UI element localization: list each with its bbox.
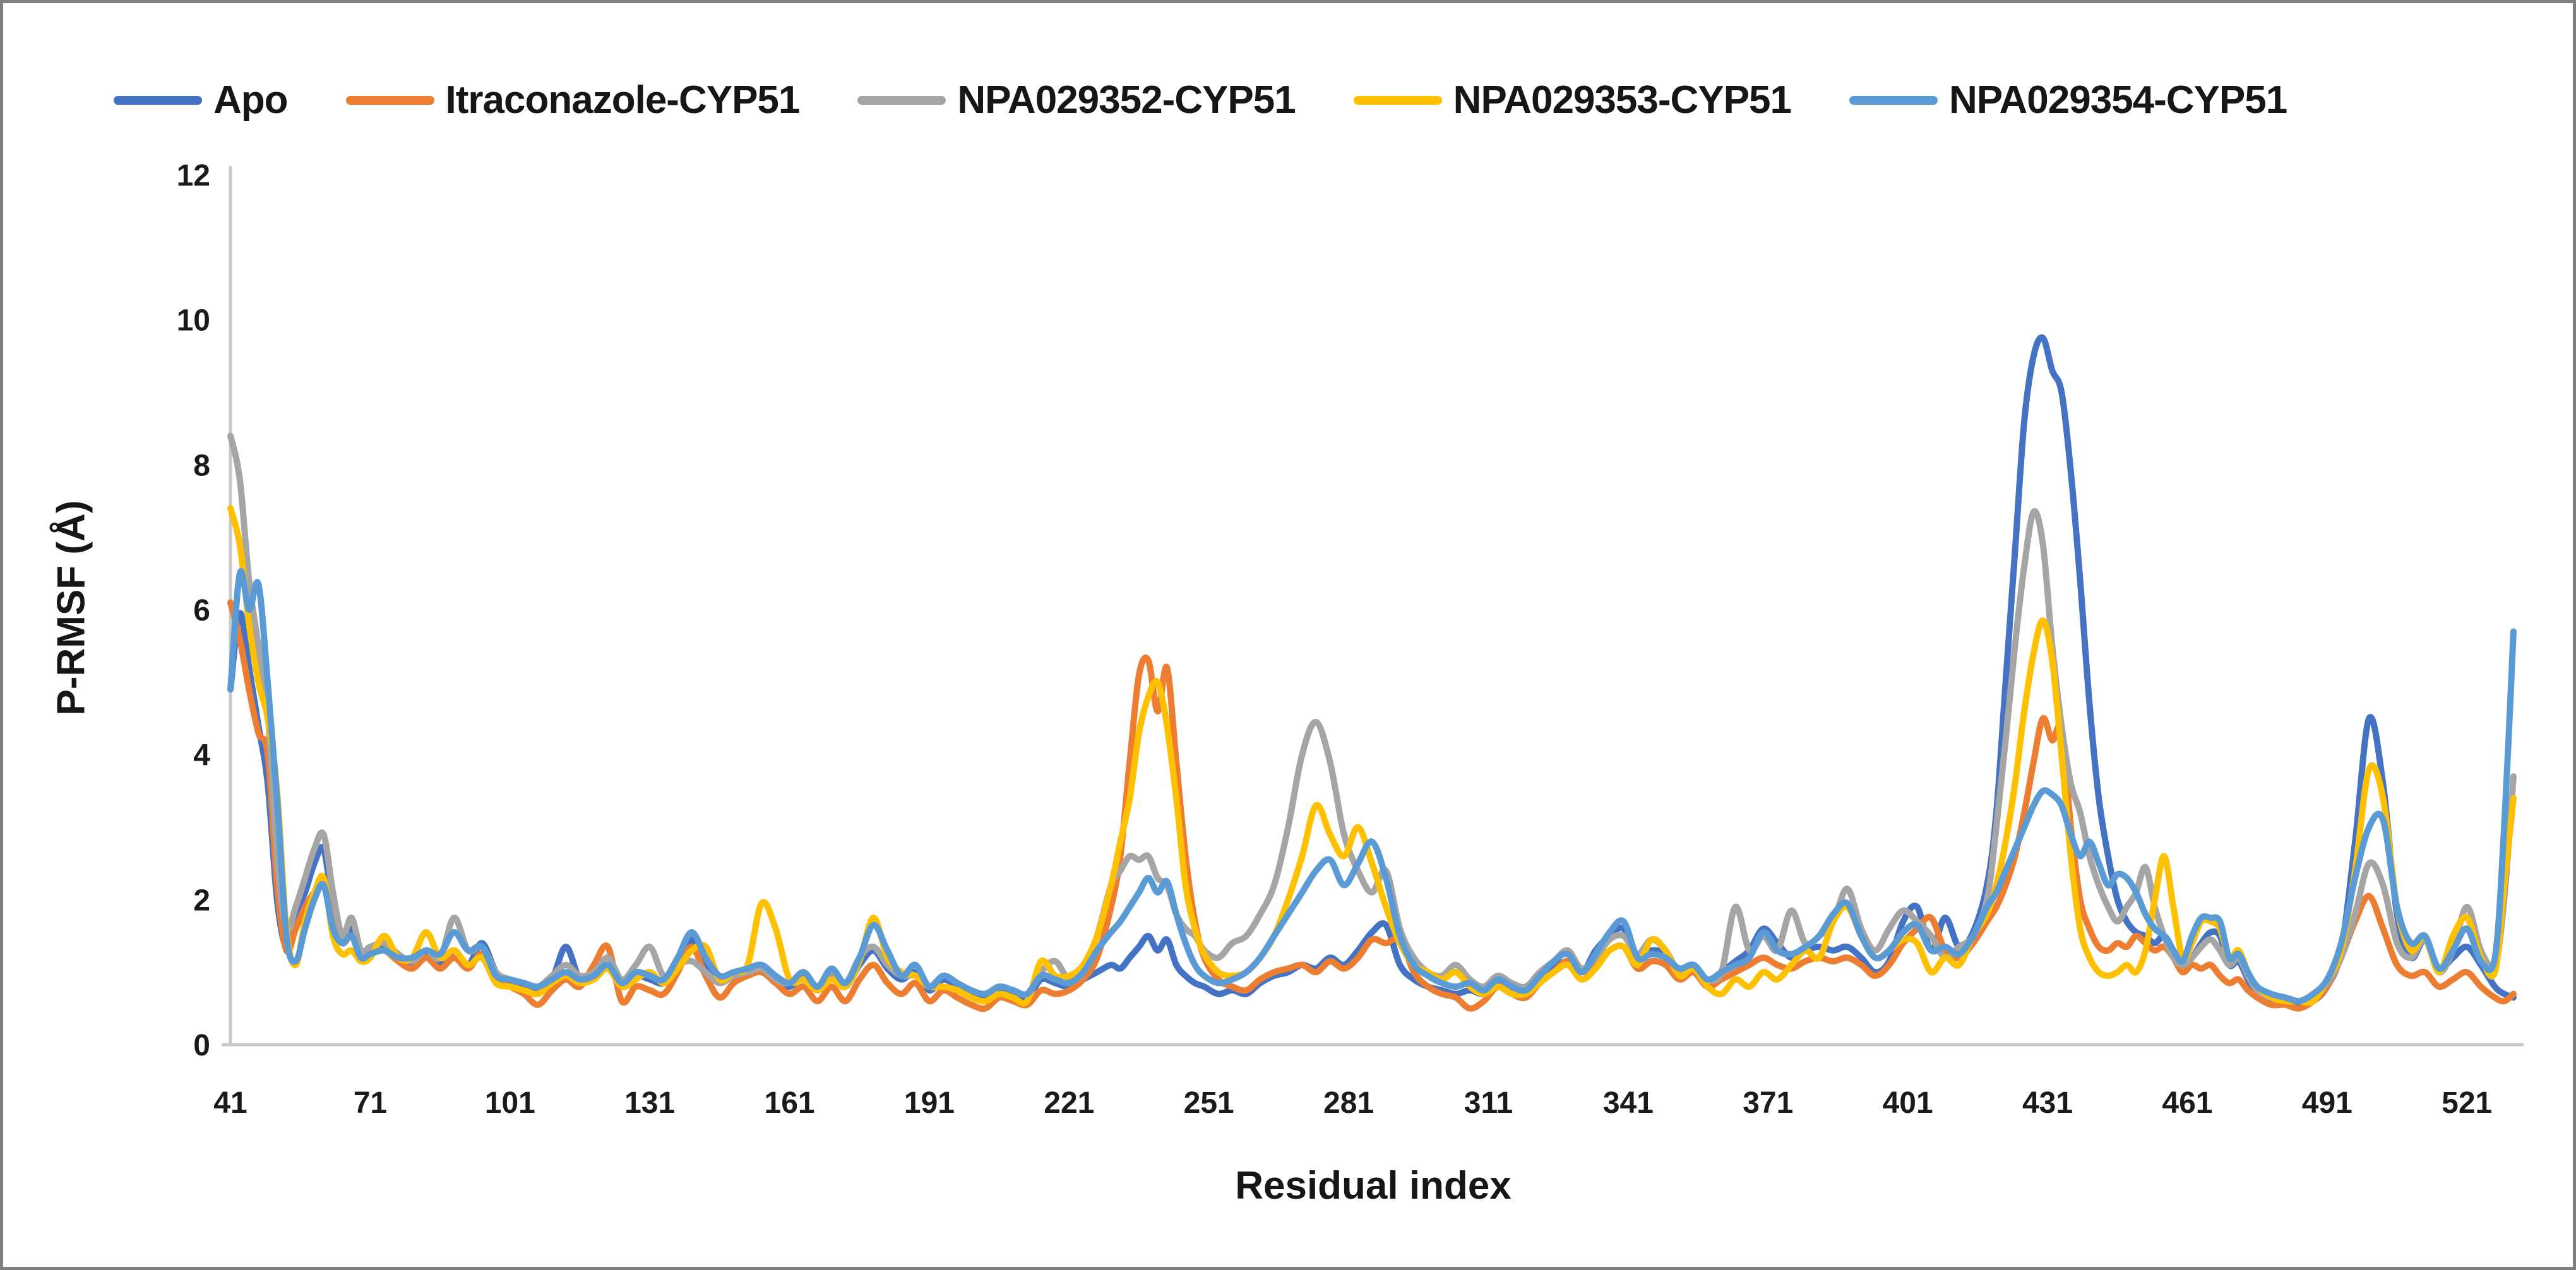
x-axis-tick-label: 521 (2442, 1086, 2492, 1120)
legend-label: Apo (213, 78, 289, 122)
x-axis-tick-label: 41 (213, 1086, 247, 1120)
x-axis-tick-label: 371 (1743, 1086, 1793, 1120)
x-axis-tick-label: 401 (1883, 1086, 1933, 1120)
y-axis-tick-label: 6 (193, 594, 210, 627)
x-axis-title: Residual index (1235, 1164, 1512, 1208)
x-axis-tick-label: 101 (485, 1086, 535, 1120)
legend-label: NPA029354-CYP51 (1948, 78, 2287, 122)
series-line-itraconazole-cyp51 (227, 599, 2517, 1012)
x-axis-tick-label: 221 (1044, 1086, 1094, 1120)
y-axis-tick-label: 10 (177, 304, 210, 338)
y-axis-tick-label: 12 (177, 159, 210, 193)
y-axis-tick-label: 2 (193, 884, 210, 917)
x-axis-tick-label: 491 (2302, 1086, 2352, 1120)
legend-item-itraconazole-cyp51: Itraconazole-CYP51 (345, 78, 801, 122)
x-axis-tick-label: 431 (2022, 1086, 2073, 1120)
legend-item-npa029354-cyp51: NPA029354-CYP51 (1849, 78, 2287, 122)
series-line-npa029354-cyp51 (227, 568, 2517, 1005)
y-axis-title: P-RMSF (Å) (49, 500, 93, 716)
legend-item-apo: Apo (114, 78, 289, 122)
legend-label: NPA029352-CYP51 (957, 78, 1296, 122)
series-line-npa029352-cyp51 (227, 432, 2517, 1005)
x-axis-tick-label: 191 (904, 1086, 955, 1120)
y-axis-tick-label: 8 (193, 449, 210, 482)
legend-swatch (1353, 95, 1442, 105)
x-axis-tick-label: 281 (1323, 1086, 1374, 1120)
legend-label: NPA029353-CYP51 (1453, 78, 1792, 122)
legend-swatch (345, 95, 434, 105)
series-line-npa029353-cyp51 (227, 505, 2517, 1007)
x-axis-tick-label: 251 (1184, 1086, 1234, 1120)
x-axis-tick-label: 341 (1603, 1086, 1654, 1120)
legend-swatch (114, 95, 202, 105)
chart-plot: 0 2 4 6 8 10 12 41 71 101 131 161 191 221 251 281 311 341… (177, 159, 2524, 1120)
x-axis-tick-label: 311 (1464, 1086, 1513, 1120)
x-axis-tick-label: 461 (2162, 1086, 2212, 1120)
legend-swatch (857, 95, 946, 105)
x-axis-tick-label: 71 (354, 1086, 387, 1120)
legend: Apo Itraconazole-CYP51 NPA029352-CYP51 NPA0… (114, 78, 2287, 122)
x-axis-tick-label: 131 (624, 1086, 675, 1120)
legend-label: Itraconazole-CYP51 (445, 78, 801, 122)
x-axis-tick-label: 161 (765, 1086, 815, 1120)
y-axis-tick-label: 4 (193, 739, 210, 773)
y-axis-tick-label: 0 (193, 1029, 210, 1062)
legend-item-npa029353-cyp51: NPA029353-CYP51 (1353, 78, 1792, 122)
legend-item-npa029352-cyp51: NPA029352-CYP51 (857, 78, 1296, 122)
legend-swatch (1849, 95, 1938, 105)
